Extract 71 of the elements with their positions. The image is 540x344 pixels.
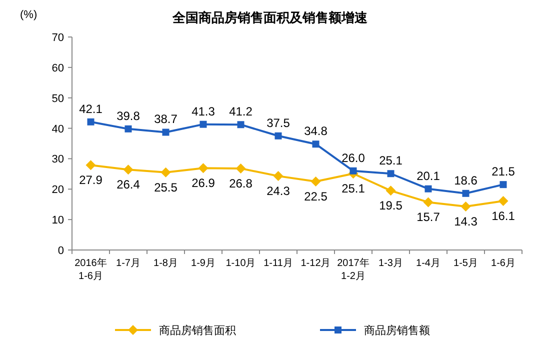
x-tick-label: 1-8月 [154, 258, 178, 269]
data-label: 24.3 [266, 184, 290, 198]
data-label: 39.8 [116, 108, 140, 123]
data-label: 20.1 [416, 168, 440, 183]
data-label: 26.0 [342, 150, 366, 165]
y-tick-label: 30 [52, 154, 64, 166]
point [236, 163, 246, 174]
data-label: 26.4 [116, 178, 140, 192]
point [500, 181, 507, 188]
point [386, 186, 396, 196]
data-label: 41.3 [192, 104, 216, 118]
x-tick-label: 1-3月 [378, 258, 403, 269]
data-label: 25.1 [379, 154, 403, 168]
y-tick-label: 50 [52, 92, 64, 105]
y-tick-label: 0 [58, 245, 64, 257]
y-tick-label: 60 [52, 62, 64, 74]
point [86, 160, 96, 170]
y-tick-label: 20 [52, 184, 64, 196]
data-label: 41.2 [229, 104, 253, 119]
data-label: 16.1 [492, 209, 516, 224]
point [350, 167, 357, 174]
point [498, 196, 508, 206]
data-label: 26.9 [192, 176, 216, 190]
point [200, 120, 207, 128]
legend-label: 商品房销售面积 [159, 324, 236, 337]
data-label: 25.1 [342, 182, 366, 196]
point [423, 197, 434, 208]
x-tick-label: 1-12月 [300, 258, 331, 269]
x-tick-label: 1-4月 [416, 258, 440, 269]
point [160, 167, 171, 178]
x-tick-label: 1-6月 [491, 258, 516, 269]
data-label: 38.7 [154, 112, 178, 126]
x-tick-label: 2016年 1-6月 [74, 257, 107, 282]
legend-label: 商品房销售额 [364, 324, 430, 337]
point [424, 185, 432, 192]
y-axis-title: (%) [20, 9, 38, 21]
data-label: 22.5 [304, 190, 328, 204]
data-label: 15.7 [416, 210, 440, 224]
x-tick-label: 2017年 1-2月 [337, 257, 370, 282]
data-label: 21.5 [492, 164, 516, 179]
x-tick-label: 1-5月 [454, 258, 478, 269]
point [312, 140, 320, 148]
point [273, 171, 284, 182]
point [274, 132, 282, 140]
point [124, 125, 132, 132]
data-label: 34.8 [304, 124, 328, 138]
data-label: 19.5 [379, 198, 403, 213]
x-tick-label: 1-10月 [226, 258, 256, 269]
point [460, 201, 471, 212]
chart-title: 全国商品房销售面积及销售额增速 [172, 10, 368, 25]
data-label: 37.5 [266, 116, 290, 130]
point [123, 164, 134, 175]
x-tick-label: 1-7月 [116, 258, 140, 269]
x-tick-label: 1-11月 [264, 258, 293, 269]
data-label: 25.5 [154, 180, 178, 194]
data-label: 42.1 [79, 102, 103, 116]
y-tick-label: 40 [52, 123, 64, 136]
data-label: 18.6 [454, 173, 478, 188]
point [162, 128, 170, 136]
data-label: 26.8 [229, 176, 253, 190]
y-tick-label: 70 [52, 32, 64, 44]
point [310, 176, 321, 187]
y-tick-label: 10 [52, 214, 64, 227]
data-label: 14.3 [454, 214, 478, 228]
point [198, 163, 208, 174]
point [87, 118, 94, 126]
data-label: 27.9 [79, 173, 103, 188]
x-tick-label: 1-9月 [191, 258, 216, 269]
point [387, 170, 394, 178]
point [237, 121, 244, 128]
point [462, 190, 470, 197]
